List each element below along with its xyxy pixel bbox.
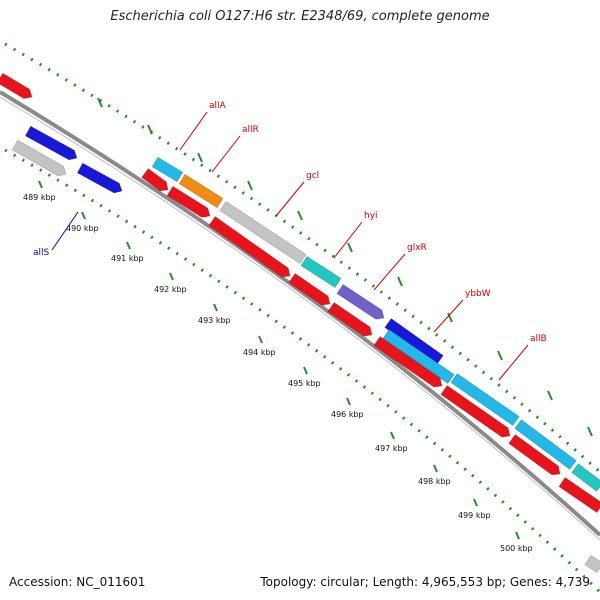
gene-block-light-blue: [450, 373, 520, 426]
tick-label: 493 kbp: [198, 316, 231, 325]
leader-line: [179, 111, 208, 151]
gene-block-orange: [178, 173, 224, 209]
ruler-ticks: 489 kbp 490 kbp 491 kbp 492 kbp 493 kbp 494 k…: [23, 97, 593, 553]
cds-arrow: [327, 302, 373, 337]
leader-line: [333, 221, 363, 259]
gene-label-leaders: [51, 111, 529, 381]
tick-label: 500 kbp: [500, 544, 533, 553]
cds-arrow: [141, 168, 169, 192]
cds-arrow: [208, 216, 291, 278]
gene-label: glxR: [407, 243, 427, 253]
tick-label: 495 kbp: [288, 379, 321, 388]
cds-arrow: [166, 185, 211, 218]
gene-label: allR: [242, 125, 259, 135]
gene-label: allS: [33, 248, 50, 258]
gene-block-light-blue: [151, 156, 184, 183]
gene-label: allA: [209, 101, 227, 111]
gene-label: hyi: [364, 211, 378, 221]
leader-line: [275, 181, 305, 217]
backbone-shadow: [0, 96, 600, 541]
outer-tick-mark: [447, 312, 453, 323]
inner-tick-mark: [515, 531, 520, 540]
inner-ruler-ring: [4, 148, 600, 594]
inner-tick-mark: [213, 303, 218, 312]
inner-tick-mark: [346, 397, 351, 406]
outer-tick-mark: [547, 390, 553, 401]
gene-block-purple: [336, 283, 385, 320]
gene-label: ybbW: [465, 289, 491, 299]
genome-summary-text: Topology: circular; Length: 4,965,553 bp…: [260, 575, 590, 589]
accession-text: Accession: NC_011601: [9, 575, 146, 589]
gene-block-blue: [24, 125, 78, 161]
leader-line: [51, 211, 79, 251]
cds-arrow: [508, 434, 561, 476]
backbone-line: [0, 90, 600, 537]
tick-label: 494 kbp: [243, 348, 276, 357]
gene-block-light-blue: [514, 419, 577, 470]
tick-label: 490 kbp: [66, 224, 99, 233]
outer-tick-mark: [197, 152, 203, 163]
tick-label: 496 kbp: [331, 410, 364, 419]
inner-tick-mark: [433, 464, 438, 473]
cds-arrow: [440, 385, 511, 438]
inner-tick-mark: [258, 335, 263, 344]
leader-line: [433, 299, 464, 333]
outer-tick-mark: [347, 242, 353, 253]
gene-block-gray: [219, 200, 307, 265]
inner-tick-mark: [473, 498, 478, 507]
gene-label: gcl: [306, 171, 319, 181]
map-title: Escherichia coli O127:H6 str. E2348/69, …: [110, 9, 490, 24]
cds-arrow: [288, 273, 331, 306]
cds-arrow: [373, 336, 443, 388]
gene-block-blue: [76, 162, 123, 194]
outer-tick-mark: [247, 180, 253, 191]
tick-label: 489 kbp: [23, 193, 56, 202]
gene-block-gray: [11, 139, 67, 177]
tick-label: 491 kbp: [111, 254, 144, 263]
outer-tick-mark: [147, 124, 153, 135]
gene-labels: allA allR gcl hyi glxR ybbW allB allS: [33, 101, 547, 344]
ruler-dotted-lines: [4, 42, 600, 594]
inner-tick-mark: [38, 180, 43, 189]
outer-tick-mark: [97, 97, 103, 108]
cds-arrow: [558, 477, 600, 513]
leader-line: [498, 344, 529, 381]
gene-block-gray: [584, 555, 600, 573]
outer-tick-mark: [587, 426, 593, 437]
leader-line: [211, 135, 241, 173]
feature-tracks: [0, 72, 600, 573]
inner-tick-mark: [390, 431, 395, 440]
inner-tick-mark: [81, 211, 86, 220]
gene-label: allB: [530, 334, 547, 344]
outer-tick-mark: [297, 210, 303, 221]
tick-label: 497 kbp: [375, 444, 408, 453]
tick-label: 492 kbp: [154, 285, 187, 294]
genome-backbone: [0, 90, 600, 541]
tick-label: 498 kbp: [418, 477, 451, 486]
outer-ruler-ring: [4, 42, 600, 474]
leader-line: [373, 253, 406, 291]
tick-label: 499 kbp: [458, 511, 491, 520]
gene-block-teal: [300, 255, 342, 289]
outer-tick-mark: [397, 276, 403, 287]
gene-block-teal: [571, 463, 600, 492]
inner-tick-mark: [169, 272, 174, 281]
cds-arrow: [0, 72, 33, 99]
inner-tick-mark: [126, 241, 131, 250]
outer-tick-mark: [497, 350, 503, 361]
inner-tick-mark: [303, 366, 308, 375]
